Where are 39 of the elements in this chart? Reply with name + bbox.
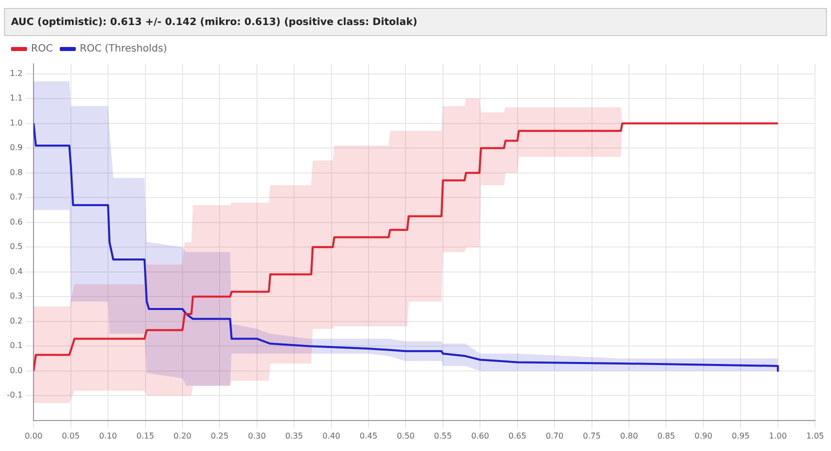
y-tick-label: 0.3	[10, 292, 23, 301]
x-tick-label: 0.20	[174, 431, 192, 440]
x-tick-label: 0.70	[546, 431, 564, 440]
x-tick-label: 0.40	[322, 431, 340, 440]
x-tick-label: 0.50	[396, 431, 415, 440]
x-tick-label: 0.85	[657, 431, 676, 440]
y-tick-label: 0.2	[10, 316, 23, 326]
x-tick-label: 0.55	[434, 431, 452, 440]
y-tick-label: 1.0	[10, 118, 23, 128]
x-tick-label: 0.60	[471, 431, 490, 440]
x-tick-label: 0.90	[694, 431, 712, 440]
y-tick-label: 0.7	[10, 192, 23, 202]
y-tick-label: 0.9	[10, 143, 23, 152]
x-tick-label: 0.95	[732, 431, 750, 440]
x-tick-label: 0.30	[248, 431, 266, 440]
x-tick-label: 0.75	[582, 431, 601, 440]
x-tick-label: 0.25	[210, 431, 229, 440]
y-tick-label: 0.4	[10, 266, 23, 276]
x-tick-label: 0.80	[620, 431, 638, 440]
y-tick-label: 0.6	[10, 217, 23, 226]
x-tick-label: 0.45	[360, 431, 378, 440]
x-tick-label: 0.15	[136, 431, 154, 440]
legend-label: ROC	[31, 44, 53, 55]
y-tick-label: -0.1	[7, 390, 23, 400]
y-tick-label: 0.8	[10, 168, 23, 177]
x-tick-label: 0.35	[285, 431, 304, 440]
x-tick-label: 0.65	[508, 431, 526, 440]
y-tick-label: 1.2	[10, 68, 23, 78]
x-tick-label: 1.00	[768, 431, 787, 440]
legend-label: ROC (Thresholds)	[80, 44, 168, 55]
y-tick-label: 0.0	[10, 366, 23, 375]
x-tick-label: 1.05	[806, 431, 824, 440]
x-tick-label: 0.10	[99, 431, 117, 440]
y-tick-label: 0.5	[10, 242, 23, 252]
y-tick-label: 1.1	[10, 94, 23, 103]
y-tick-label: 0.1	[10, 341, 23, 350]
x-tick-label: 0.00	[24, 431, 43, 440]
x-tick-label: 0.05	[62, 431, 80, 440]
chart-title: AUC (optimistic): 0.613 +/- 0.142 (mikro: 0.613) (positive class: Ditolak)	[4, 8, 827, 36]
